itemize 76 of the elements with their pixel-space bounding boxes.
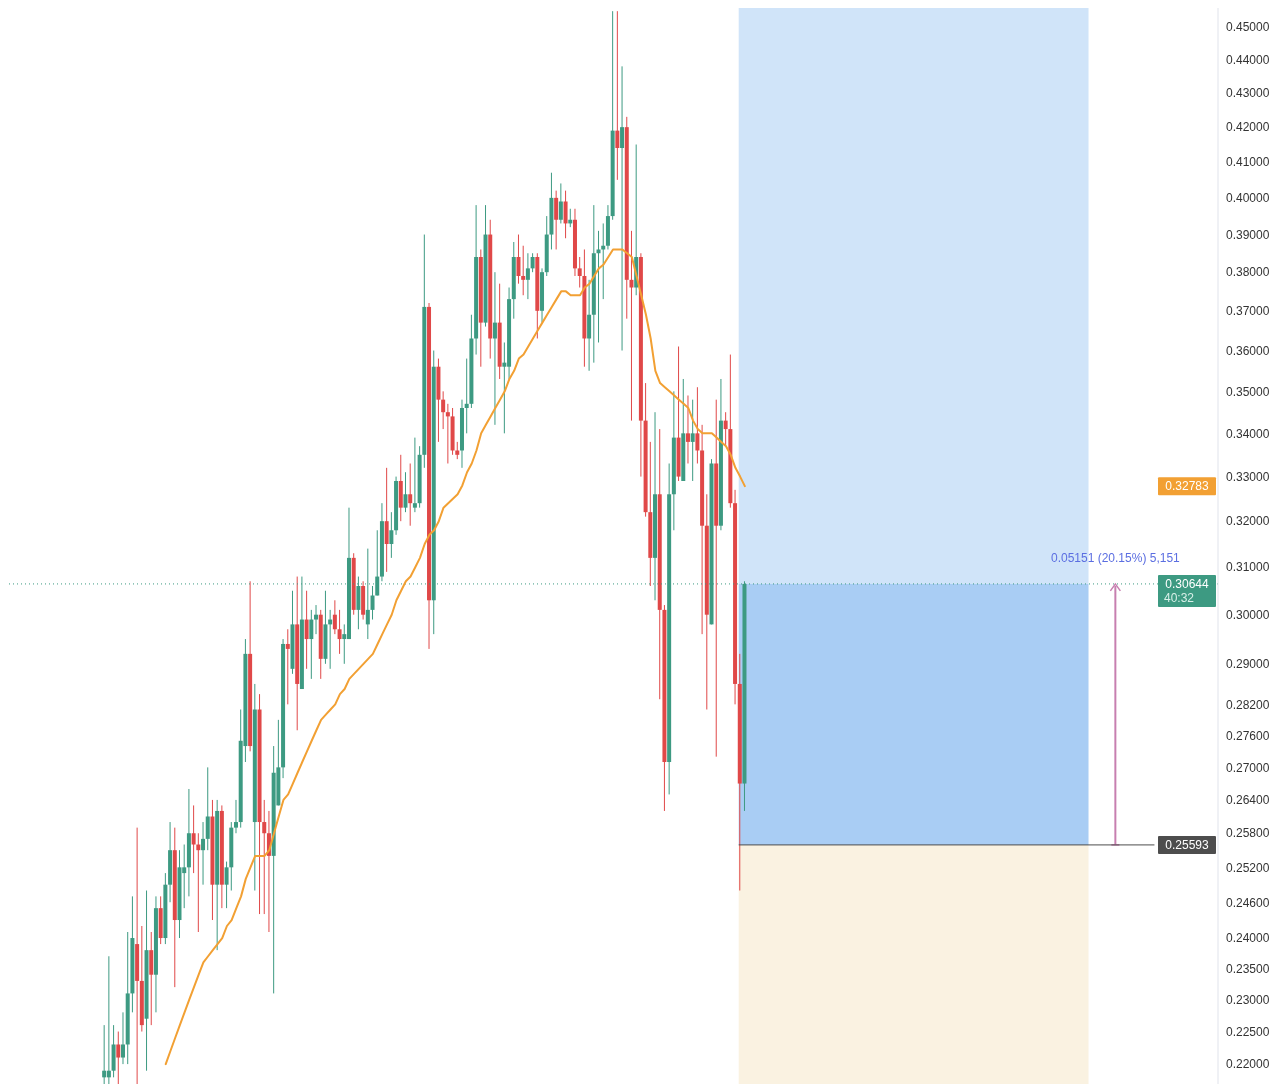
y-tick-label: 0.25200 <box>1226 860 1270 875</box>
line-series <box>164 248 746 1066</box>
annotation: 0.05151 (20.15%) 5,151 <box>1050 550 1181 565</box>
annotation: 40:32 <box>1164 590 1195 605</box>
candlestick <box>337 609 342 655</box>
y-tick-label: 0.43000 <box>1226 86 1270 101</box>
y-tick-label: 0.39000 <box>1226 227 1270 242</box>
candlestick <box>577 256 582 289</box>
candlestick <box>554 190 559 250</box>
y-tick-label: 0.31000 <box>1226 560 1270 575</box>
candlestick <box>558 182 563 224</box>
candlestick <box>116 1031 121 1084</box>
candlestick <box>201 821 206 886</box>
candlestick <box>615 10 620 181</box>
candlestick <box>521 245 526 296</box>
y-tick-label: 0.22500 <box>1226 1024 1270 1039</box>
y-tick-label: 0.30000 <box>1226 607 1270 622</box>
ref-line-label: 0.30644 <box>1165 576 1210 591</box>
candlestick <box>563 190 568 239</box>
y-tick-label: 0.45000 <box>1226 20 1270 35</box>
candlestick <box>492 271 497 426</box>
y-tick-label: 0.41000 <box>1226 155 1270 170</box>
y-tick-label: 0.24600 <box>1226 895 1270 910</box>
y-tick-label: 0.35000 <box>1226 384 1270 399</box>
candlestick <box>191 804 196 874</box>
candlestick <box>620 65 625 352</box>
y-tick-label: 0.22000 <box>1226 1057 1270 1072</box>
candlestick <box>412 437 417 513</box>
candlestick <box>723 411 728 447</box>
candlestick <box>384 467 389 573</box>
candlestick <box>403 471 408 513</box>
y-tick-label: 0.40000 <box>1226 191 1270 206</box>
candlestick <box>304 590 309 670</box>
y-tick-label: 0.27600 <box>1226 728 1270 743</box>
candlestick <box>587 279 592 372</box>
y-tick-label: 0.28200 <box>1226 697 1270 712</box>
annotation: 0.32783 <box>1165 479 1210 494</box>
y-tick-label: 0.29000 <box>1226 657 1270 672</box>
candlestick <box>516 234 521 285</box>
candlestick <box>441 390 446 430</box>
candlestick <box>695 386 700 464</box>
y-tick-label: 0.37000 <box>1226 304 1270 319</box>
candlestick <box>121 1011 125 1065</box>
candlestick <box>408 462 413 527</box>
candlestick <box>525 252 530 300</box>
y-tick-label: 0.32000 <box>1226 514 1270 529</box>
y-tick-label: 0.42000 <box>1226 120 1270 135</box>
y-tick-label: 0.27000 <box>1226 760 1270 775</box>
candlestick <box>389 511 394 559</box>
candlestick <box>530 252 535 273</box>
candlestick <box>370 585 375 621</box>
y-tick-label: 0.38000 <box>1226 265 1270 280</box>
y-tick-label: 0.34000 <box>1226 426 1270 441</box>
y-tick-label: 0.44000 <box>1226 53 1270 68</box>
candlestick <box>629 230 634 422</box>
candlestick <box>690 399 695 482</box>
y-tick-label: 0.33000 <box>1226 469 1270 484</box>
candlestick <box>314 604 319 635</box>
y-tick-label: 0.23000 <box>1226 992 1270 1007</box>
candlestick <box>205 766 210 851</box>
y-tick-label: 0.23500 <box>1226 961 1270 976</box>
candlestick <box>445 403 450 464</box>
candlestick <box>285 628 290 705</box>
candlestick <box>262 799 267 915</box>
candlestick <box>332 599 337 635</box>
y-tick-label: 0.24000 <box>1226 931 1270 946</box>
y-tick-label: 0.25800 <box>1226 826 1270 841</box>
y-tick-label: 0.26400 <box>1226 793 1270 808</box>
candlestick <box>685 394 690 464</box>
y-tick-label: 0.36000 <box>1226 343 1270 358</box>
candlestick <box>309 609 314 680</box>
candlestick <box>224 861 229 909</box>
ref-line-label: 0.25593 <box>1165 837 1210 852</box>
candlestick <box>596 230 601 343</box>
candlestick <box>233 799 238 834</box>
candlestick <box>464 358 469 434</box>
